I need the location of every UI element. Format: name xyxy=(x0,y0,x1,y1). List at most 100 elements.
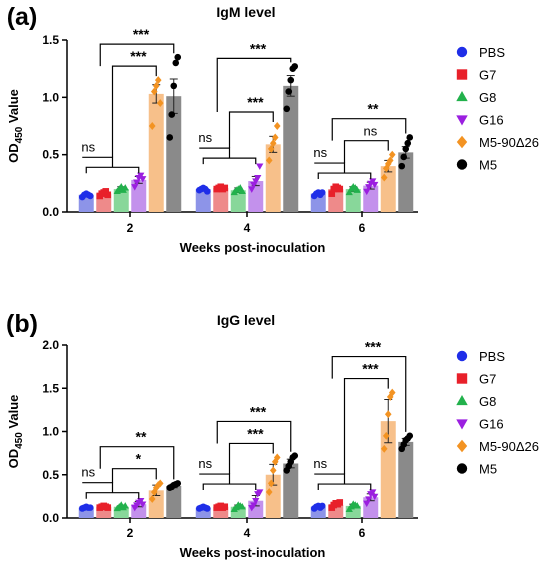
bar-G8-week4 xyxy=(230,506,246,518)
y-axis-label-main: OD xyxy=(6,143,21,163)
point-M5 xyxy=(172,59,180,67)
bar-PBS-week4 xyxy=(195,507,211,518)
bar-G7-week4 xyxy=(213,187,229,212)
point-M5-90Δ26 xyxy=(388,150,396,159)
ns-label: ns xyxy=(81,139,95,154)
point-G8 xyxy=(353,502,361,509)
y-axis-label-rest: Value xyxy=(6,89,21,127)
bar-M5-week4 xyxy=(283,85,299,212)
top-significance: *** xyxy=(250,403,267,419)
mid-bracket xyxy=(111,65,157,158)
point-M5 xyxy=(285,88,293,95)
mid-significance: ns xyxy=(364,124,378,139)
point-M5-90Δ26 xyxy=(265,488,273,497)
chart-title: IgG level xyxy=(217,312,275,328)
point-M5-90Δ26 xyxy=(148,122,156,130)
bar-G7-week4 xyxy=(213,506,229,518)
legend-marker-G16 xyxy=(456,115,468,126)
point-M5 xyxy=(400,153,408,161)
legend-marker-G7 xyxy=(456,373,468,384)
x-tick-label: 4 xyxy=(244,526,251,540)
point-M5 xyxy=(402,145,410,153)
bar-M5-week6 xyxy=(398,152,414,212)
y-tick-label: 1.5 xyxy=(42,33,59,47)
point-M5-90Δ26 xyxy=(388,388,396,397)
point-M5-90Δ26 xyxy=(380,173,388,182)
legend-label-M5: M5 xyxy=(479,158,497,173)
mid-significance: *** xyxy=(130,48,147,64)
ns-bracket xyxy=(202,483,257,491)
y-axis-label-rest: Value xyxy=(6,395,21,433)
legend-label-G16: G16 xyxy=(479,113,504,128)
ns-label: ns xyxy=(313,456,327,471)
point-PBS xyxy=(86,504,94,511)
mid-bracket xyxy=(343,377,389,475)
point-G16 xyxy=(365,496,373,503)
legend-marker-PBS xyxy=(456,350,468,362)
ns-bracket xyxy=(317,483,372,491)
top-significance: *** xyxy=(365,339,382,355)
legend-label-G8: G8 xyxy=(479,90,496,105)
point-M5-90Δ26 xyxy=(273,122,281,130)
ns-bracket-outer xyxy=(314,162,346,174)
point-M5 xyxy=(174,53,182,61)
point-M5 xyxy=(174,480,182,487)
point-M5 xyxy=(404,139,412,147)
ns-bracket xyxy=(317,172,372,180)
point-G7 xyxy=(328,190,336,197)
y-tick-label: 0.5 xyxy=(42,148,59,162)
y-tick-label: 1.5 xyxy=(42,381,59,395)
y-axis-label-main: OD xyxy=(6,449,21,469)
x-tick-label: 4 xyxy=(244,221,251,235)
x-tick-label: 2 xyxy=(127,526,134,540)
top-bracket xyxy=(216,420,292,452)
point-G16 xyxy=(139,176,147,183)
legend-label-PBS: PBS xyxy=(479,349,505,364)
point-M5 xyxy=(406,432,414,440)
point-G16 xyxy=(256,489,264,496)
legend-marker-G8 xyxy=(456,91,468,102)
bar-M5-90Δ26-week4 xyxy=(265,144,281,212)
point-G16 xyxy=(137,172,145,180)
panel-label: (a) xyxy=(7,3,38,31)
point-G8 xyxy=(238,502,246,510)
point-G7 xyxy=(104,504,112,511)
legend-marker-PBS xyxy=(456,46,468,58)
point-M5-90Δ26 xyxy=(384,410,392,419)
y-tick-label: 0.0 xyxy=(42,205,59,219)
bar-M5-week4 xyxy=(283,463,299,518)
bar-G8-week2 xyxy=(113,506,129,518)
panel-b-chart: (b) IgG level 0.0 0.5 1.0 1.5 2.0 OD450 Value 2 4… xyxy=(6,310,418,560)
bar-M5-90Δ26-week6 xyxy=(380,166,396,212)
legend-label-PBS: PBS xyxy=(479,45,505,60)
top-significance: *** xyxy=(250,40,267,56)
ns-bracket xyxy=(85,492,140,499)
point-M5-90Δ26 xyxy=(152,483,160,492)
point-M5-90Δ26 xyxy=(382,164,390,173)
bar-PBS-week4 xyxy=(195,189,211,212)
y-tick-label: 1.0 xyxy=(42,425,59,439)
mid-bracket xyxy=(228,442,274,475)
legend-marker-G8 xyxy=(456,395,468,406)
top-bracket xyxy=(331,118,407,141)
x-axis-label: Weeks post-inoculation xyxy=(180,545,326,560)
point-M5-90Δ26 xyxy=(152,81,160,90)
point-G16 xyxy=(254,174,262,182)
mid-bracket xyxy=(111,468,157,483)
point-PBS xyxy=(318,189,326,196)
point-M5 xyxy=(170,82,178,90)
x-tick-label: 6 xyxy=(359,221,366,235)
point-G8 xyxy=(353,186,361,193)
point-M5-90Δ26 xyxy=(273,453,281,462)
y-tick-label: 0.0 xyxy=(42,511,59,525)
y-axis-label: OD450 Value xyxy=(6,89,25,163)
point-M5-90Δ26 xyxy=(271,457,279,466)
point-G7 xyxy=(104,191,112,199)
ns-bracket-outer xyxy=(82,482,114,493)
point-G8 xyxy=(345,188,353,196)
point-G16 xyxy=(256,163,264,170)
top-significance: *** xyxy=(133,26,150,42)
ns-bracket xyxy=(85,166,140,174)
